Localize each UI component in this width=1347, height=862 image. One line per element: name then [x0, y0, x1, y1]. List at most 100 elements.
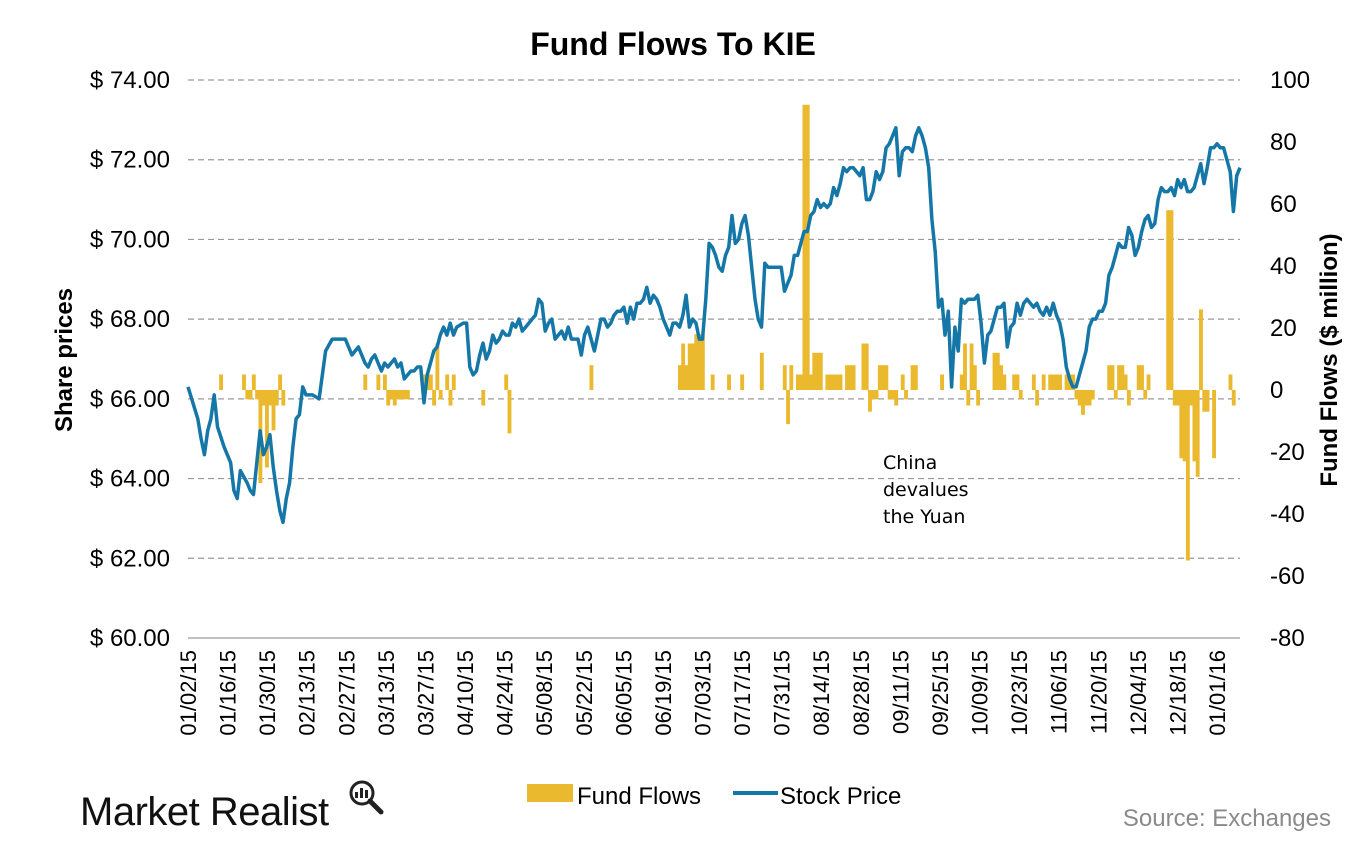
x-tick-label: 03/27/15 — [413, 650, 438, 736]
fund-flow-bar — [681, 343, 686, 390]
fund-flow-bar — [1113, 390, 1118, 400]
fund-flow-bar — [1117, 365, 1121, 390]
fund-flow-bar — [1195, 390, 1200, 477]
fund-flow-bar — [1199, 309, 1203, 390]
fund-flow-bar — [1064, 374, 1069, 390]
x-axis-ticks: 01/02/15 01/16/15 01/30/15 02/13/15 02/27/15… — [176, 650, 1230, 736]
left-tick-label: $ 62.00 — [90, 545, 170, 572]
fund-flow-bar — [884, 365, 889, 390]
fund-flow-bar — [874, 390, 879, 400]
legend-swatch-fund-flows — [527, 784, 573, 802]
fund-flow-bar — [900, 374, 905, 390]
fund-flow-bar — [871, 390, 876, 400]
fund-flow-bar — [710, 374, 715, 390]
fund-flow-bar — [684, 365, 689, 390]
fund-flow-bar — [1228, 374, 1233, 390]
fund-flow-bar — [877, 365, 882, 390]
fund-flow-bar — [402, 390, 407, 400]
gridlines — [188, 79, 1240, 639]
fund-flow-bar — [386, 390, 391, 406]
fund-flow-bar — [445, 374, 450, 390]
right-tick-label: 20 — [1270, 315, 1297, 342]
x-tick-label: 07/17/15 — [730, 650, 755, 736]
fund-flow-bar — [1035, 390, 1040, 406]
fund-flow-bar — [1031, 374, 1036, 390]
x-tick-label: 09/25/15 — [928, 650, 953, 736]
fund-flow-bar — [815, 352, 820, 390]
fund-flow-bar — [507, 390, 512, 434]
fund-flow-bar — [802, 104, 807, 391]
fund-flow-bar — [861, 343, 866, 390]
fund-flow-bar — [1169, 210, 1174, 390]
fund-flow-bar — [1123, 374, 1128, 390]
fund-flow-bar — [1146, 374, 1151, 390]
fund-flow-bar — [740, 374, 745, 390]
legend: Fund Flows Stock Price — [527, 783, 901, 810]
fund-flow-bar — [504, 374, 509, 390]
fund-flow-bar — [969, 343, 974, 390]
fund-flow-bar — [890, 390, 895, 400]
fund-flow-bar — [392, 390, 397, 406]
chart-title: Fund Flows To KIE — [530, 26, 816, 62]
x-tick-label: 05/22/15 — [572, 650, 597, 736]
fund-flow-bar — [845, 365, 849, 390]
left-axis-ticks: $ 74.00 $ 72.00 $ 70.00 $ 68.00 $ 66.00 $ 64.… — [90, 67, 170, 652]
fund-flow-bar — [396, 390, 400, 400]
fund-flow-bar — [894, 390, 899, 406]
fund-flow-bar — [677, 365, 682, 390]
x-tick-label: 10/09/15 — [968, 650, 993, 736]
fund-flow-bar — [786, 390, 790, 425]
fund-flow-bar — [759, 352, 764, 390]
fund-flow-bar — [825, 374, 830, 390]
fund-flow-bar — [1110, 365, 1115, 390]
fund-flow-bar — [389, 390, 394, 400]
fund-flow-bar — [278, 374, 283, 390]
fund-flows-bars — [219, 104, 1236, 561]
fund-flow-bar — [1143, 390, 1148, 400]
x-tick-label: 01/16/15 — [216, 650, 241, 736]
left-tick-label: $ 60.00 — [90, 625, 170, 652]
fund-flow-bar — [727, 374, 731, 390]
x-tick-label: 10/23/15 — [1007, 650, 1032, 736]
x-tick-label: 04/24/15 — [493, 650, 518, 736]
x-tick-label: 05/08/15 — [532, 650, 557, 736]
right-tick-label: 40 — [1270, 253, 1297, 280]
left-tick-label: $ 70.00 — [90, 226, 170, 253]
fund-flow-bar — [835, 374, 840, 390]
right-tick-label: 100 — [1270, 67, 1310, 94]
fund-flow-bar — [242, 374, 246, 390]
fund-flow-bar — [1012, 374, 1017, 390]
x-tick-label: 01/02/15 — [176, 650, 201, 736]
x-tick-label: 11/20/15 — [1086, 650, 1111, 734]
right-tick-label: -40 — [1270, 501, 1305, 528]
x-tick-label: 02/27/15 — [334, 650, 359, 736]
left-tick-label: $ 74.00 — [90, 67, 170, 94]
fund-flow-bar — [1090, 390, 1095, 400]
fund-flow-bar — [1202, 390, 1207, 412]
fund-flow-bar — [261, 390, 266, 406]
fund-flow-bar — [976, 390, 981, 406]
annotation: China devalues the Yuan — [883, 452, 969, 528]
fund-flow-bar — [1087, 390, 1092, 406]
fund-flow-bar — [904, 390, 908, 400]
fund-flow-bar — [864, 343, 869, 390]
fund-flow-bar — [274, 390, 279, 406]
fund-flow-bar — [1140, 365, 1144, 390]
fund-flow-bar — [959, 374, 964, 390]
fund-flow-bar — [1071, 374, 1076, 390]
fund-flow-bar — [438, 390, 443, 400]
fund-flow-bar — [1176, 390, 1180, 406]
fund-flow-bar — [828, 374, 833, 390]
fund-flow-bar — [245, 390, 250, 400]
fund-flow-bar — [1120, 365, 1125, 390]
fund-flow-bar — [963, 343, 967, 390]
fund-flow-bar — [910, 365, 915, 390]
right-axis-ticks: 100 80 60 40 20 0 -20 -40 -60 -80 — [1270, 67, 1310, 652]
fund-flow-bar — [1185, 390, 1190, 561]
right-tick-label: 60 — [1270, 191, 1297, 218]
fund-flow-bar — [795, 374, 800, 390]
fund-flow-bar — [818, 352, 823, 390]
annotation-line: China — [883, 452, 937, 474]
annotation-line: the Yuan — [883, 506, 965, 528]
fund-flow-bar — [268, 390, 273, 406]
